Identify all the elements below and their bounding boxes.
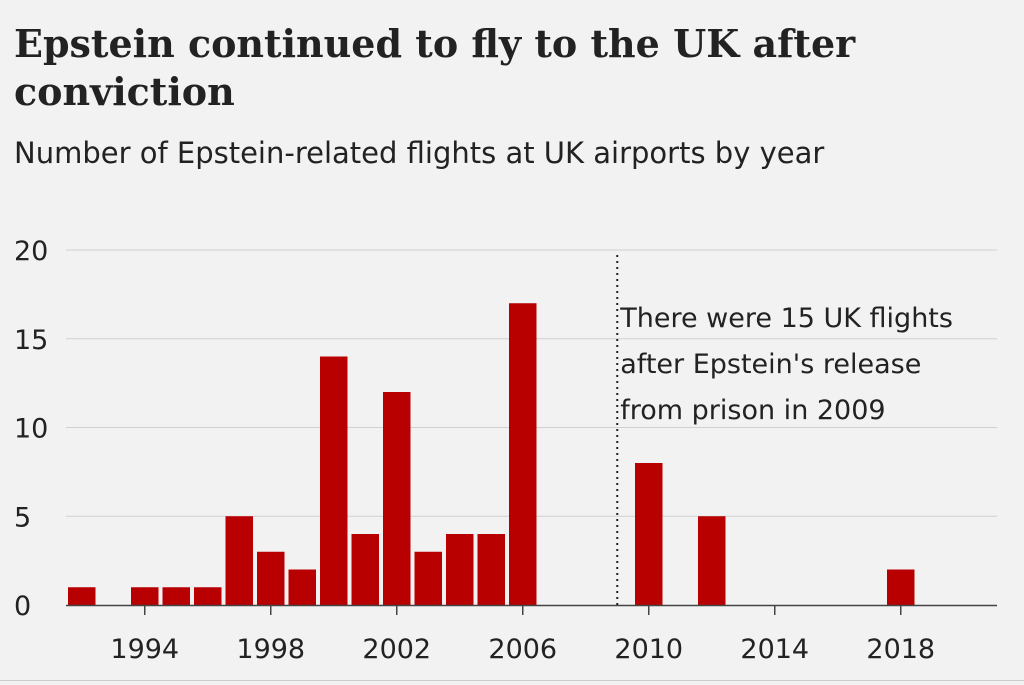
bar <box>68 587 96 605</box>
y-tick-label: 10 <box>14 414 48 445</box>
chart-title: Epstein continued to fly to the UK after… <box>14 21 856 114</box>
bar <box>257 551 285 605</box>
bar <box>509 303 537 605</box>
x-tick-label: 2006 <box>488 634 557 665</box>
y-tick-label: 5 <box>14 502 31 533</box>
bar <box>698 516 726 605</box>
x-tick-label: 1998 <box>236 634 305 665</box>
bar <box>414 551 442 605</box>
bar <box>320 356 348 605</box>
bar <box>225 516 253 605</box>
bar <box>351 534 379 605</box>
bar <box>162 587 190 605</box>
x-tick-label: 1994 <box>110 634 179 665</box>
bar <box>383 392 411 605</box>
x-tick-label: 2014 <box>740 634 809 665</box>
x-tick-label: 2018 <box>866 634 935 665</box>
bar <box>131 587 159 605</box>
bars <box>68 303 915 605</box>
bar <box>887 569 915 605</box>
annotation-line: There were 15 UK flights <box>619 303 953 334</box>
bar <box>446 534 474 605</box>
bar <box>288 569 316 605</box>
axes: 0 5 10 15 20 1994 1998 2002 2006 2010 2014 2018 <box>14 236 997 665</box>
bar <box>194 587 222 605</box>
y-tick-label: 15 <box>14 325 48 356</box>
chart-subtitle: Number of Epstein-related flights at UK … <box>14 136 825 170</box>
bar <box>477 534 505 605</box>
annotation: There were 15 UK flights after Epstein's … <box>616 255 953 605</box>
y-tick-label: 20 <box>14 236 48 267</box>
x-tick-label: 2010 <box>614 634 683 665</box>
bottom-rule <box>0 680 1024 681</box>
bar <box>635 463 663 605</box>
y-tick-label: 0 <box>14 591 31 622</box>
annotation-line: from prison in 2009 <box>620 395 885 426</box>
annotation-line: after Epstein's release <box>620 349 921 380</box>
x-tick-label: 2002 <box>362 634 431 665</box>
